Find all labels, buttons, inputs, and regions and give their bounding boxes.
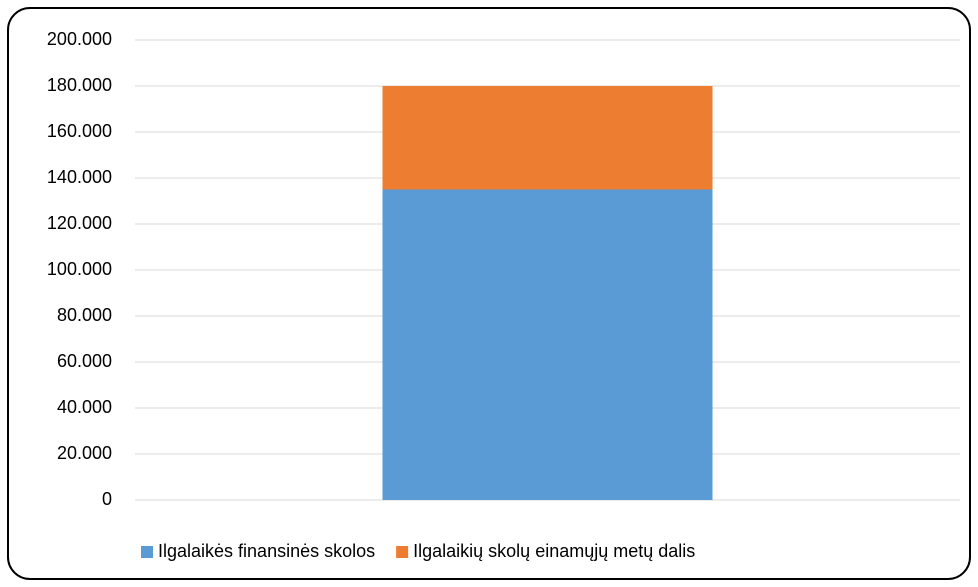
y-tick-label: 200.000 xyxy=(47,29,112,49)
y-tick-label: 20.000 xyxy=(57,443,112,463)
y-tick-label: 60.000 xyxy=(57,351,112,371)
legend-swatch xyxy=(141,546,153,558)
y-tick-label: 140.000 xyxy=(47,167,112,187)
y-tick-label: 100.000 xyxy=(47,259,112,279)
y-tick-label: 160.000 xyxy=(47,121,112,141)
y-tick-label: 120.000 xyxy=(47,213,112,233)
y-tick-label: 180.000 xyxy=(47,75,112,95)
y-tick-label: 40.000 xyxy=(57,397,112,417)
legend-label: Ilgalaikių skolų einamųjų metų dalis xyxy=(413,541,695,561)
bar-segment xyxy=(382,189,713,500)
y-tick-label: 0 xyxy=(102,489,112,509)
bar-segment xyxy=(382,86,713,190)
y-tick-label: 80.000 xyxy=(57,305,112,325)
legend-label: Ilgalaikės finansinės skolos xyxy=(158,541,375,561)
legend-swatch xyxy=(396,546,409,558)
